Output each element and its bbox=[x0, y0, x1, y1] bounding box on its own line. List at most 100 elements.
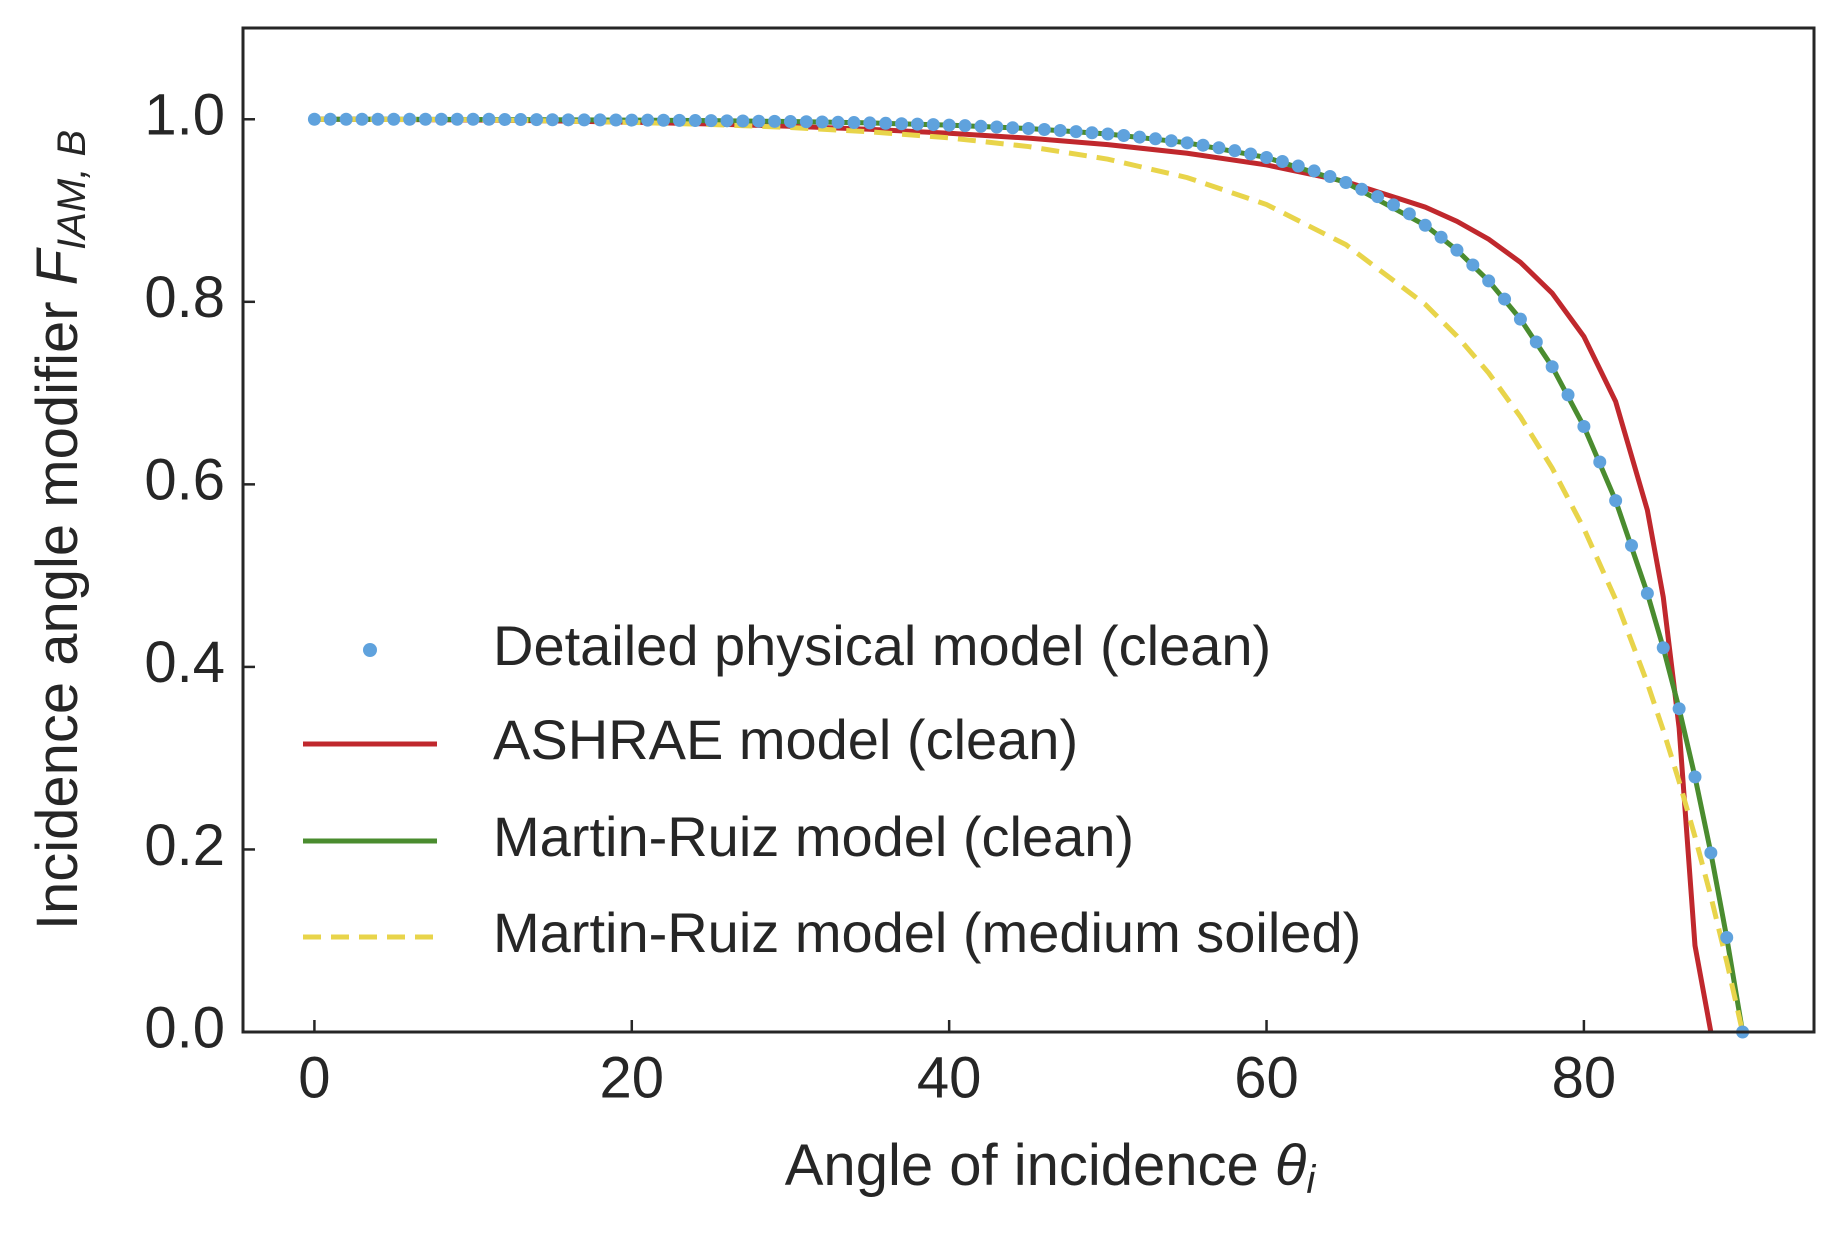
data-point bbox=[323, 112, 337, 126]
data-point bbox=[1164, 134, 1178, 148]
legend-marker bbox=[363, 643, 377, 657]
data-point bbox=[783, 115, 797, 129]
data-point bbox=[863, 116, 877, 130]
data-point bbox=[355, 112, 369, 126]
data-point bbox=[530, 113, 544, 127]
x-tick-label: 60 bbox=[1234, 1045, 1299, 1110]
data-point bbox=[418, 112, 432, 126]
data-point bbox=[672, 113, 686, 127]
data-point bbox=[831, 115, 845, 129]
data-point bbox=[1577, 419, 1591, 433]
data-point bbox=[434, 112, 448, 126]
data-point bbox=[1402, 207, 1416, 221]
data-point bbox=[1260, 151, 1274, 165]
data-point bbox=[387, 112, 401, 126]
data-point bbox=[1323, 170, 1337, 184]
data-point bbox=[990, 120, 1004, 134]
line-series bbox=[314, 116, 1746, 1033]
y-tick-label: 1.0 bbox=[144, 83, 225, 148]
data-point bbox=[545, 113, 559, 127]
x-axis-label: Angle of incidence θi bbox=[785, 1133, 1317, 1201]
x-tick-label: 80 bbox=[1552, 1045, 1617, 1110]
data-point bbox=[657, 113, 671, 127]
y-tick-label: 0.8 bbox=[144, 265, 225, 330]
line-series bbox=[314, 116, 1714, 1033]
data-point bbox=[1466, 258, 1480, 272]
data-point bbox=[1037, 122, 1051, 136]
data-point bbox=[514, 113, 528, 127]
data-point bbox=[736, 114, 750, 128]
data-point bbox=[1498, 292, 1512, 306]
data-point bbox=[1180, 136, 1194, 150]
data-point bbox=[1101, 127, 1115, 141]
x-tick-label: 20 bbox=[600, 1045, 665, 1110]
legend-label: Martin-Ruiz model (clean) bbox=[493, 805, 1134, 868]
data-point bbox=[1720, 931, 1734, 945]
data-point bbox=[1196, 138, 1210, 152]
data-point bbox=[1672, 702, 1686, 716]
data-point bbox=[561, 113, 575, 127]
y-axis-label: Incidence angle modifier FIAM, B bbox=[25, 130, 93, 930]
data-point bbox=[1339, 176, 1353, 190]
data-point bbox=[482, 112, 496, 126]
data-point bbox=[577, 113, 591, 127]
data-point bbox=[1355, 182, 1369, 196]
data-point bbox=[1450, 243, 1464, 257]
data-point bbox=[910, 117, 924, 131]
data-point bbox=[1640, 586, 1654, 600]
data-point bbox=[752, 114, 766, 128]
data-point bbox=[1482, 274, 1496, 288]
data-point bbox=[1085, 126, 1099, 140]
y-tick-label: 0.2 bbox=[144, 813, 225, 878]
data-point bbox=[1212, 141, 1226, 155]
data-point bbox=[466, 112, 480, 126]
x-tick-label: 0 bbox=[298, 1045, 330, 1110]
data-point bbox=[1371, 190, 1385, 204]
data-point bbox=[1561, 388, 1575, 402]
data-point bbox=[704, 114, 718, 128]
data-point bbox=[339, 112, 353, 126]
data-point bbox=[1688, 770, 1702, 784]
data-point bbox=[1307, 164, 1321, 178]
data-point bbox=[942, 118, 956, 132]
data-point bbox=[926, 118, 940, 132]
line-series bbox=[314, 116, 1746, 1033]
data-point bbox=[1228, 144, 1242, 158]
y-tick-label: 0.6 bbox=[144, 448, 225, 513]
data-point bbox=[895, 117, 909, 131]
data-point bbox=[799, 115, 813, 129]
y-tick-label: 0.4 bbox=[144, 630, 225, 695]
data-point bbox=[1275, 155, 1289, 169]
data-point bbox=[307, 112, 321, 126]
data-point bbox=[768, 114, 782, 128]
data-point bbox=[1545, 360, 1559, 374]
y-tick-label: 0.0 bbox=[144, 995, 225, 1060]
data-point bbox=[1291, 159, 1305, 173]
data-point bbox=[688, 114, 702, 128]
data-point bbox=[958, 119, 972, 133]
data-point bbox=[593, 113, 607, 127]
legend-label: Detailed physical model (clean) bbox=[493, 614, 1271, 677]
data-point bbox=[498, 113, 512, 127]
data-point bbox=[1244, 147, 1258, 161]
data-point bbox=[1133, 130, 1147, 144]
data-point bbox=[1006, 121, 1020, 135]
data-point bbox=[1022, 121, 1035, 135]
data-point bbox=[720, 114, 734, 128]
x-tick-label: 40 bbox=[917, 1045, 982, 1110]
data-point bbox=[1069, 125, 1083, 139]
data-point bbox=[974, 119, 988, 133]
data-point bbox=[1625, 539, 1639, 553]
data-point bbox=[450, 112, 464, 126]
plot-frame bbox=[241, 26, 1816, 1034]
data-point bbox=[1148, 132, 1162, 146]
data-point bbox=[1418, 218, 1432, 232]
data-point bbox=[1609, 494, 1623, 508]
data-point bbox=[1529, 335, 1543, 349]
data-point bbox=[1656, 641, 1670, 655]
data-point bbox=[879, 116, 893, 130]
data-point bbox=[1434, 230, 1448, 244]
data-point bbox=[1053, 123, 1067, 137]
data-point bbox=[1386, 198, 1400, 212]
legend-label: Martin-Ruiz model (medium soiled) bbox=[493, 901, 1361, 964]
